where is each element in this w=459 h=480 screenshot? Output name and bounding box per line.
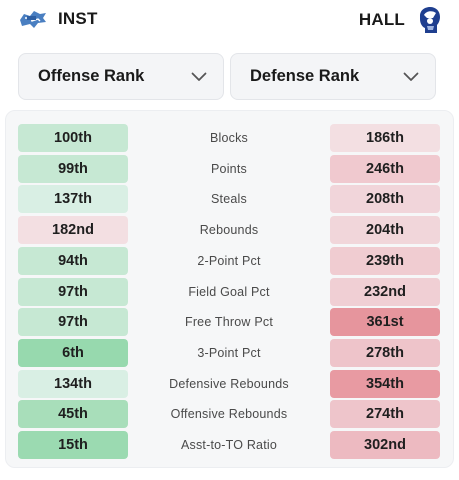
table-row: 97th Field Goal Pct 232nd <box>0 277 459 306</box>
stat-label: 3-Point Pct <box>197 345 261 360</box>
table-row: 45th Offensive Rebounds 274th <box>0 400 459 429</box>
chevron-down-icon <box>191 72 207 81</box>
defense-rank-cell: 204th <box>330 216 440 245</box>
defense-rank-cell: 239th <box>330 246 440 275</box>
offense-rank-select-label: Offense Rank <box>38 67 145 85</box>
defense-rank-cell: 361st <box>330 308 440 337</box>
stat-label: 2-Point Pct <box>197 253 261 268</box>
offense-rank-cell: 182nd <box>18 216 128 245</box>
team-left: INST <box>18 8 98 30</box>
stat-label: Points <box>211 161 247 176</box>
table-row: 182nd Rebounds 204th <box>0 216 459 245</box>
table-row: 99th Points 246th <box>0 154 459 183</box>
stat-label: Asst-to-TO Ratio <box>180 438 278 452</box>
offense-rank-cell: 6th <box>18 338 128 367</box>
team-left-logo-icon <box>20 11 46 28</box>
defense-rank-select-label: Defense Rank <box>250 67 360 85</box>
rank-selectors: Offense Rank Defense Rank <box>18 53 436 101</box>
offense-rank-cell: 100th <box>18 124 128 152</box>
defense-rank-cell: 208th <box>330 185 440 214</box>
table-row: 15th Asst-to-TO Ratio 302nd <box>0 431 459 459</box>
table-row: 6th 3-Point Pct 278th <box>0 338 459 367</box>
stat-label: Field Goal Pct <box>188 284 270 299</box>
offense-rank-cell: 99th <box>18 154 128 183</box>
defense-rank-cell: 278th <box>330 338 440 367</box>
offense-rank-cell: 97th <box>18 277 128 306</box>
offense-rank-cell: 137th <box>18 185 128 214</box>
defense-rank-cell: 186th <box>330 124 440 152</box>
team-right-logo-icon <box>420 7 440 33</box>
team-header: INST HALL <box>0 0 459 42</box>
defense-rank-cell: 246th <box>330 154 440 183</box>
team-right-name: HALL <box>358 10 405 29</box>
offense-rank-select[interactable]: Offense Rank <box>18 53 224 100</box>
stat-label: Rebounds <box>199 223 259 238</box>
defense-rank-cell: 354th <box>330 369 440 398</box>
stat-label: Free Throw Pct <box>184 315 273 330</box>
offense-rank-cell: 97th <box>18 308 128 337</box>
defense-rank-select[interactable]: Defense Rank <box>230 53 436 100</box>
table-row: 97th Free Throw Pct 361st <box>0 308 459 337</box>
stat-label: Offensive Rebounds <box>170 407 288 422</box>
team-right: HALL <box>359 6 441 34</box>
chevron-down-icon <box>403 72 419 81</box>
defense-rank-cell: 302nd <box>330 431 440 459</box>
table-row: 137th Steals 208th <box>0 185 459 214</box>
offense-rank-cell: 15th <box>18 431 128 459</box>
defense-rank-cell: 274th <box>330 400 440 429</box>
stat-label: Defensive Rebounds <box>169 376 289 391</box>
table-row: 134th Defensive Rebounds 354th <box>0 369 459 398</box>
team-left-name: INST <box>58 9 98 28</box>
offense-rank-cell: 134th <box>18 369 128 398</box>
defense-rank-cell: 232nd <box>330 277 440 306</box>
stat-label: Blocks <box>209 131 249 145</box>
offense-rank-cell: 94th <box>18 246 128 275</box>
stat-label: Steals <box>211 192 247 207</box>
offense-rank-cell: 45th <box>18 400 128 429</box>
table-row: 100th Blocks 186th <box>0 124 459 152</box>
table-row: 94th 2-Point Pct 239th <box>0 246 459 275</box>
